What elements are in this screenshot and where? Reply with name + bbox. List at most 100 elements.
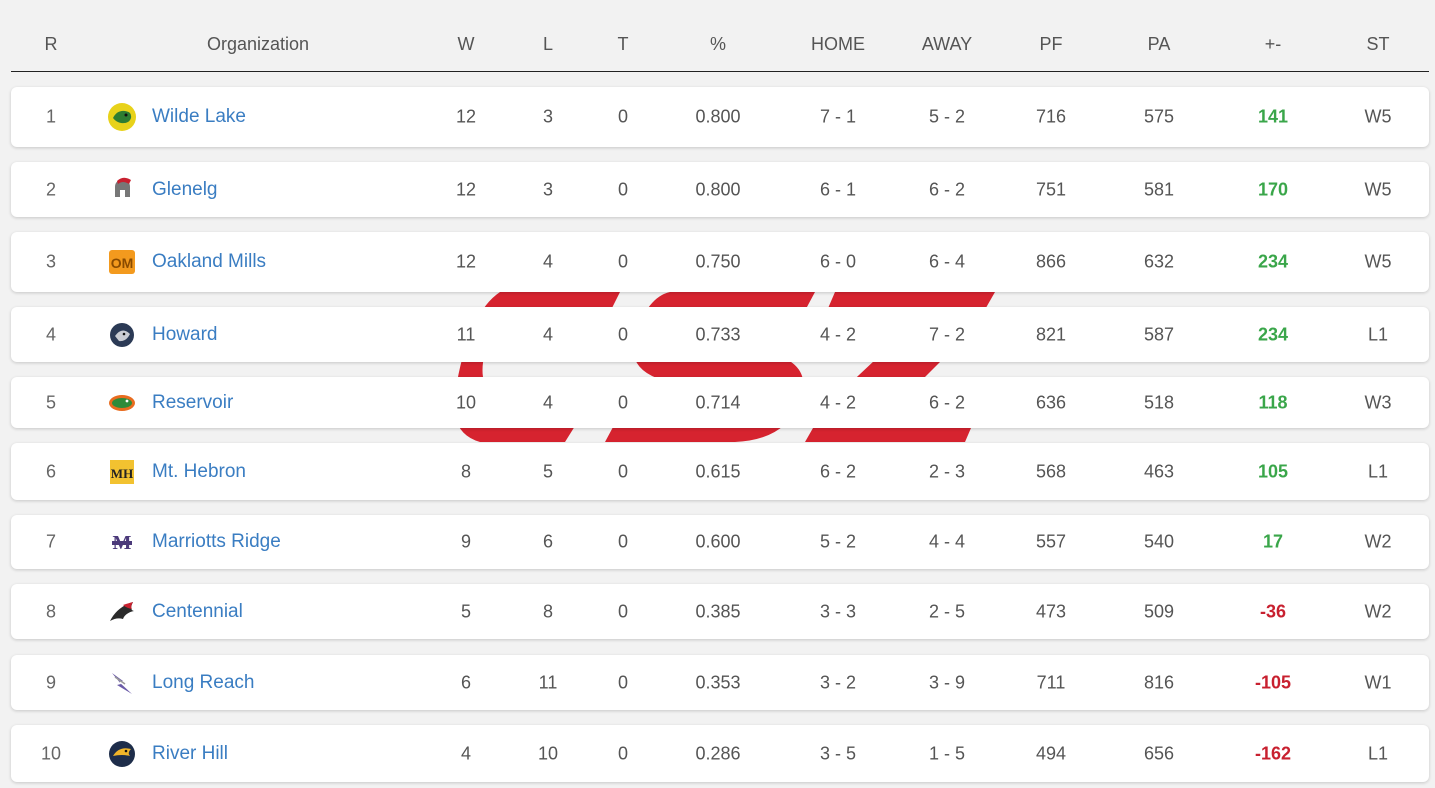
team-name-link[interactable]: Mt. Hebron (152, 460, 246, 482)
col-away-header[interactable]: AWAY (921, 34, 973, 54)
wins-cell: 9 (460, 531, 472, 552)
wins-cell: 12 (455, 106, 477, 127)
organization-cell: Long Reach (107, 668, 254, 698)
points-for-cell: 557 (1035, 531, 1067, 552)
team-name-link[interactable]: Marriotts Ridge (152, 531, 281, 552)
team-name-link[interactable]: Oakland Mills (152, 251, 267, 272)
losses-cell: 3 (542, 106, 554, 127)
points-for-cell: 636 (1035, 392, 1067, 412)
team-name-link[interactable]: Centennial (152, 600, 243, 622)
home-record-cell: 7 - 1 (819, 106, 857, 127)
team-name-link[interactable]: Howard (152, 323, 218, 345)
home-record-cell: 4 - 2 (819, 324, 857, 344)
col-streak-header[interactable]: ST (1366, 34, 1390, 54)
ties-cell: 0 (617, 672, 629, 692)
points-for-cell: 821 (1035, 324, 1067, 344)
losses-cell: 4 (542, 251, 554, 272)
points-against-cell: 540 (1143, 531, 1175, 552)
rank-cell: 9 (45, 672, 57, 692)
col-diff-header[interactable]: +- (1264, 34, 1282, 54)
away-record-cell: 1 - 5 (928, 743, 966, 763)
organization-cell: Glenelg (107, 175, 218, 205)
home-record-cell: 6 - 1 (819, 179, 857, 199)
ties-cell: 0 (617, 106, 629, 127)
col-ties-header[interactable]: T (617, 34, 629, 54)
hawk-icon (107, 739, 137, 769)
points-for-cell: 568 (1035, 461, 1067, 481)
rank-cell: 7 (45, 531, 57, 552)
m-ridge-icon: M (107, 527, 137, 557)
team-name-link[interactable]: River Hill (152, 742, 228, 764)
om-monogram-icon: OM (107, 247, 137, 277)
standings-header: R Organization W L T % HOME AWAY PF PA +… (11, 20, 1429, 72)
organization-cell: OM Oakland Mills (107, 247, 266, 277)
away-record-cell: 2 - 3 (928, 461, 966, 481)
col-rank-header[interactable]: R (44, 34, 58, 54)
rank-cell: 2 (45, 179, 57, 199)
team-name-link[interactable]: Wilde Lake (152, 106, 246, 127)
table-row: 4 Howard 11 4 0 0.733 4 - 2 7 - 2 821 587 234 L1 (11, 307, 1429, 362)
svg-text:MH: MH (111, 466, 133, 481)
losses-cell: 4 (542, 324, 554, 344)
win-pct-cell: 0.385 (695, 601, 741, 621)
streak-cell: W3 (1364, 392, 1392, 412)
col-pct-header[interactable]: % (709, 34, 727, 54)
wins-cell: 5 (460, 601, 472, 621)
col-pf-header[interactable]: PF (1039, 34, 1063, 54)
table-row: 10 River Hill 4 10 0 0.286 3 - 5 1 - 5 494 656 -16… (11, 725, 1429, 782)
home-record-cell: 3 - 5 (819, 743, 857, 763)
gator-icon (107, 388, 137, 418)
point-diff-cell: 105 (1257, 461, 1289, 481)
table-row: 1 Wilde Lake 12 3 0 0.800 7 - 1 5 - 2 716 575 141 W… (11, 87, 1429, 147)
point-diff-cell: -105 (1254, 672, 1292, 692)
points-for-cell: 711 (1036, 672, 1066, 692)
team-name-link[interactable]: Long Reach (152, 671, 255, 693)
lion-head-icon (107, 320, 137, 350)
team-name-link[interactable]: Reservoir (152, 391, 234, 413)
table-row: 3 OM Oakland Mills 12 4 0 0.750 6 - 0 6 - 4 866 63… (11, 232, 1429, 292)
table-row: 5 Reservoir 10 4 0 0.714 4 - 2 6 - 2 636 518 118 W3 (11, 377, 1429, 428)
home-record-cell: 6 - 2 (819, 461, 857, 481)
points-for-cell: 751 (1035, 179, 1067, 199)
table-row: 9 Long Reach 6 11 0 0.353 3 - 2 3 - 9 711 816 -105… (11, 655, 1429, 710)
organization-cell: MH Mt. Hebron (107, 457, 246, 487)
win-pct-cell: 0.800 (695, 179, 741, 199)
home-record-cell: 6 - 0 (819, 251, 857, 272)
points-for-cell: 473 (1035, 601, 1067, 621)
away-record-cell: 6 - 2 (928, 392, 966, 412)
streak-cell: L1 (1367, 743, 1389, 763)
ties-cell: 0 (617, 251, 629, 272)
streak-cell: L1 (1367, 461, 1389, 481)
ties-cell: 0 (617, 392, 629, 412)
rank-cell: 3 (45, 251, 57, 272)
away-record-cell: 4 - 4 (928, 531, 966, 552)
points-against-cell: 463 (1143, 461, 1175, 481)
rank-cell: 8 (45, 601, 57, 621)
col-home-header[interactable]: HOME (811, 34, 865, 54)
home-record-cell: 5 - 2 (819, 531, 857, 552)
col-pa-header[interactable]: PA (1147, 34, 1171, 54)
ties-cell: 0 (617, 324, 629, 344)
streak-cell: W5 (1364, 179, 1392, 199)
points-against-cell: 509 (1143, 601, 1175, 621)
streak-cell: W1 (1364, 672, 1392, 692)
point-diff-cell: 118 (1258, 392, 1288, 412)
organization-cell: River Hill (107, 739, 228, 769)
ties-cell: 0 (617, 531, 629, 552)
points-against-cell: 632 (1143, 251, 1175, 272)
wins-cell: 4 (460, 743, 472, 763)
losses-cell: 4 (542, 392, 554, 412)
ties-cell: 0 (617, 179, 629, 199)
col-wins-header[interactable]: W (457, 34, 475, 54)
col-losses-header[interactable]: L (542, 34, 554, 54)
points-against-cell: 575 (1143, 106, 1175, 127)
col-organization-header[interactable]: Organization (206, 34, 310, 54)
team-name-link[interactable]: Glenelg (152, 178, 218, 200)
point-diff-cell: 17 (1262, 531, 1284, 552)
wins-cell: 10 (455, 392, 477, 412)
points-against-cell: 587 (1143, 324, 1175, 344)
points-for-cell: 494 (1035, 743, 1067, 763)
win-pct-cell: 0.600 (695, 531, 741, 552)
wins-cell: 6 (460, 672, 472, 692)
